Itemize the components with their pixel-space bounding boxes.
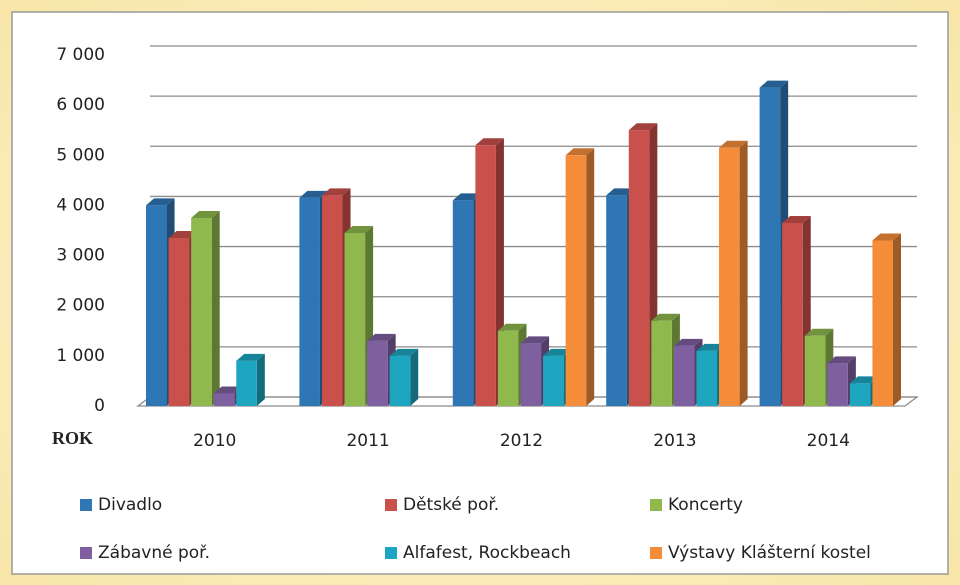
x-tick-label: 2013 (653, 431, 696, 451)
bar (872, 240, 893, 406)
bar (344, 233, 366, 406)
bar-top (651, 313, 680, 321)
bar (804, 335, 826, 406)
bar-side (586, 148, 595, 407)
bar-top (191, 210, 220, 218)
bar (389, 355, 411, 406)
bar-top (344, 226, 374, 234)
bar-top (673, 338, 703, 346)
bar (849, 383, 871, 406)
legend-label: Výstavy Klášterní kostel (668, 543, 871, 563)
bar-top (475, 138, 504, 146)
bar-top (719, 140, 748, 148)
y-tick-label: 2 000 (56, 296, 105, 316)
y-tick-label: 4 000 (56, 195, 105, 215)
bar (719, 147, 740, 406)
y-tick-label: 3 000 (56, 246, 105, 266)
bar-side (256, 353, 265, 406)
bar-top (606, 188, 635, 196)
legend-swatch (650, 499, 662, 511)
bar-top (497, 323, 527, 331)
bar (565, 155, 587, 406)
bar (651, 320, 672, 406)
legend-label: Dětské poř. (403, 495, 499, 515)
bar-top (782, 215, 811, 223)
bar (146, 205, 167, 406)
bar (606, 195, 627, 406)
bar (168, 238, 190, 406)
y-tick-label: 0 (94, 396, 105, 416)
bar-top (146, 198, 175, 206)
legend-swatch (385, 499, 397, 511)
bar (543, 355, 564, 406)
bar (191, 217, 212, 406)
bar (213, 393, 235, 406)
bar-top (759, 80, 789, 88)
bar-side (893, 233, 901, 406)
bar (321, 195, 343, 406)
bar (628, 130, 650, 406)
x-tick-label: 2014 (807, 431, 850, 451)
bar (759, 87, 781, 406)
bar (696, 350, 718, 406)
bar-top (213, 386, 243, 394)
legend-swatch (650, 547, 662, 559)
bar (299, 197, 320, 406)
legend-swatch (80, 499, 92, 511)
bar-top (804, 328, 834, 336)
bar-top (565, 148, 595, 156)
bar-top (452, 193, 482, 201)
bar (452, 200, 474, 406)
x-tick-label: 2010 (193, 431, 236, 451)
bar (236, 360, 257, 406)
y-tick-label: 7 000 (56, 45, 105, 65)
bar (520, 343, 542, 406)
bar-top (827, 356, 856, 364)
bar-top (367, 333, 396, 341)
bar-side (211, 210, 220, 406)
legend-label: Koncerty (668, 495, 743, 515)
bar (367, 340, 388, 406)
legend-label: Divadlo (98, 495, 162, 515)
x-tick-label: 2012 (500, 431, 543, 451)
bar-top (696, 343, 726, 351)
bar-top (321, 188, 351, 196)
bar-top (628, 123, 658, 131)
bar-top (849, 376, 879, 384)
bar-side (739, 140, 748, 406)
legend-swatch (80, 547, 92, 559)
bar-top (872, 233, 901, 241)
legend-label: Zábavné poř. (98, 543, 210, 563)
bar (782, 222, 803, 406)
x-tick-label: 2011 (346, 431, 389, 451)
bar-top (543, 348, 572, 356)
bar-top (299, 190, 328, 198)
bar-side (410, 348, 419, 406)
bar (673, 345, 695, 406)
bar-top (236, 353, 265, 361)
y-tick-label: 5 000 (56, 145, 105, 165)
y-tick-label: 1 000 (56, 346, 105, 366)
y-tick-label: 6 000 (56, 95, 105, 115)
legend-swatch (385, 547, 397, 559)
bar-top (168, 231, 198, 239)
legend-label: Alfafest, Rockbeach (403, 543, 571, 563)
bar (497, 330, 519, 406)
bar-top (389, 348, 419, 356)
x-axis-label: ROK (52, 428, 93, 448)
bar-top (520, 336, 550, 344)
bar (475, 145, 496, 406)
bar (827, 363, 848, 406)
